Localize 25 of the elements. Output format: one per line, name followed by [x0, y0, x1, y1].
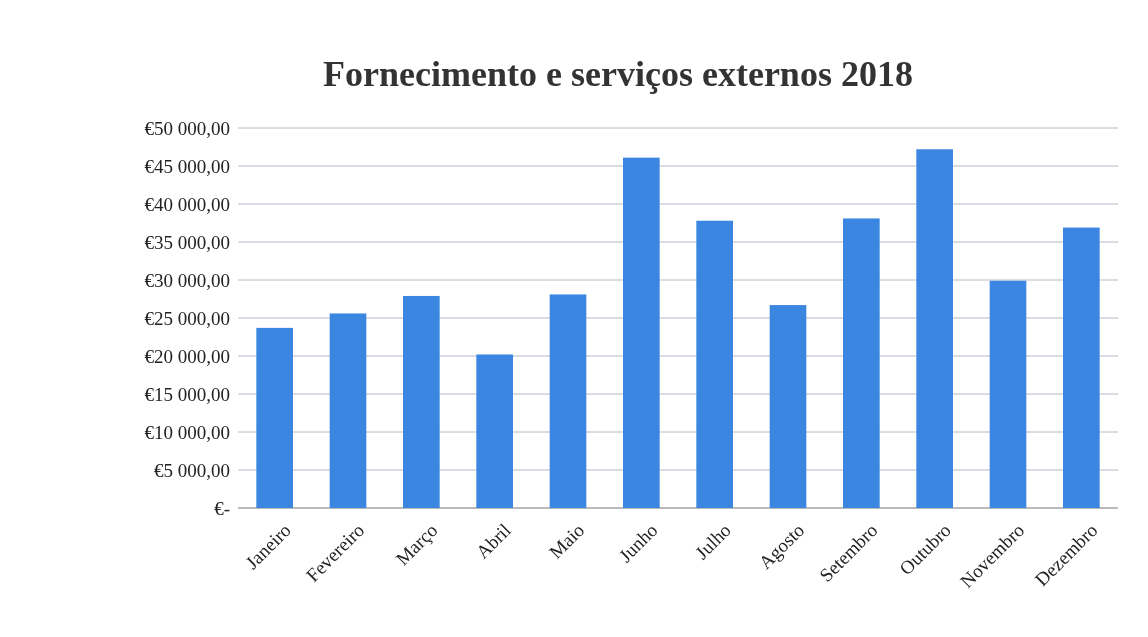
bar — [403, 295, 440, 508]
bar — [623, 157, 660, 508]
bar — [916, 149, 953, 508]
chart-title: Fornecimento e serviços externos 2018 — [323, 54, 913, 94]
y-tick-label: €50 000,00 — [144, 117, 230, 139]
y-tick-label: €35 000,00 — [144, 231, 230, 253]
y-tick-label: €40 000,00 — [144, 193, 230, 215]
bar — [476, 354, 513, 508]
bar — [769, 305, 807, 508]
bar — [989, 280, 1027, 508]
bar — [256, 327, 293, 508]
y-tick-label: €30 000,00 — [144, 269, 230, 291]
y-tick-label: €20 000,00 — [144, 345, 230, 367]
bar — [329, 313, 367, 508]
y-tick-label: €- — [214, 497, 230, 519]
y-tick-label: €25 000,00 — [144, 307, 230, 329]
bar — [843, 218, 880, 508]
y-tick-label: €45 000,00 — [144, 155, 230, 177]
bar — [1063, 227, 1100, 508]
y-tick-label: €10 000,00 — [144, 421, 230, 443]
bar — [696, 220, 733, 508]
y-tick-label: €15 000,00 — [144, 383, 230, 405]
x-tick-label: Maio — [545, 519, 589, 563]
y-tick-label: €5 000,00 — [154, 459, 230, 481]
bar — [549, 294, 587, 508]
